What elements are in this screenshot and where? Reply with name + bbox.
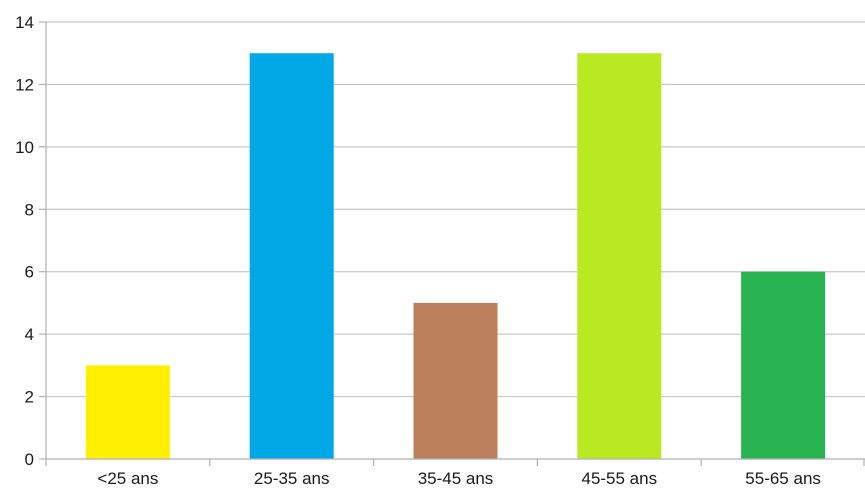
y-tick-label: 2 xyxy=(25,388,34,407)
y-tick-label: 14 xyxy=(15,13,34,32)
bar xyxy=(249,53,334,459)
x-tick-label: 55-65 ans xyxy=(745,469,821,488)
x-tick-label: 35-45 ans xyxy=(418,469,494,488)
x-tick-label: 45-55 ans xyxy=(581,469,657,488)
bar xyxy=(413,302,498,459)
y-tick-label: 8 xyxy=(25,200,34,219)
y-tick-label: 0 xyxy=(25,450,34,469)
y-tick-label: 4 xyxy=(25,325,34,344)
y-tick-label: 12 xyxy=(15,75,34,94)
y-tick-label: 6 xyxy=(25,263,34,282)
gridlines xyxy=(46,21,865,398)
axes xyxy=(39,21,865,466)
bar xyxy=(741,271,826,459)
bars xyxy=(85,53,826,459)
x-tick-label: 25-35 ans xyxy=(254,469,330,488)
y-tick-labels: 0 2 4 6 8 10 12 14 xyxy=(15,13,34,469)
y-tick-label: 10 xyxy=(15,138,34,157)
bar xyxy=(577,53,662,459)
bar xyxy=(85,365,170,459)
x-tick-labels: <25 ans 25-35 ans 35-45 ans 45-55 ans 55-65 … xyxy=(97,469,821,488)
x-tick-label: <25 ans xyxy=(97,469,158,488)
